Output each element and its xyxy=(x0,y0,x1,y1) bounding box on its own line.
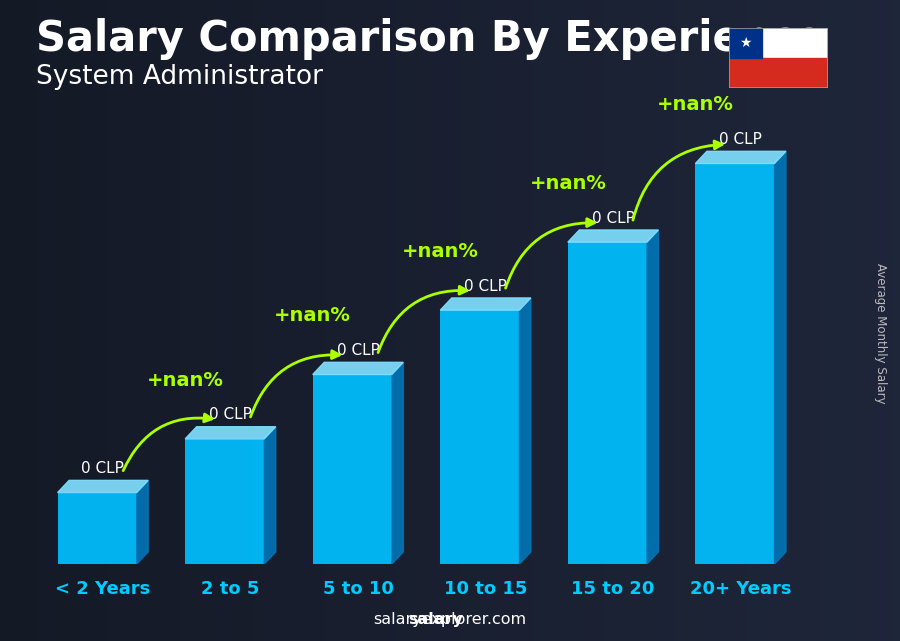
Polygon shape xyxy=(58,480,148,492)
Polygon shape xyxy=(568,230,659,242)
Bar xyxy=(58,492,137,564)
Text: 0 CLP: 0 CLP xyxy=(209,408,252,422)
Polygon shape xyxy=(392,362,403,564)
Text: 0 CLP: 0 CLP xyxy=(337,343,380,358)
Polygon shape xyxy=(696,151,786,163)
Text: 2 to 5: 2 to 5 xyxy=(202,580,259,598)
Text: 10 to 15: 10 to 15 xyxy=(444,580,527,598)
Text: 5 to 10: 5 to 10 xyxy=(322,580,393,598)
Text: +nan%: +nan% xyxy=(529,174,607,193)
Text: < 2 Years: < 2 Years xyxy=(55,580,150,598)
Bar xyxy=(312,374,392,564)
Text: 0 CLP: 0 CLP xyxy=(464,279,507,294)
Text: +nan%: +nan% xyxy=(274,306,351,325)
Text: 20+ Years: 20+ Years xyxy=(690,580,791,598)
Bar xyxy=(440,310,519,564)
Text: salaryexplorer.com: salaryexplorer.com xyxy=(374,612,526,627)
Bar xyxy=(729,28,828,58)
Polygon shape xyxy=(647,230,659,564)
Text: +nan%: +nan% xyxy=(402,242,479,261)
Polygon shape xyxy=(312,362,403,374)
Text: +nan%: +nan% xyxy=(657,95,734,114)
Text: +nan%: +nan% xyxy=(147,370,223,390)
Polygon shape xyxy=(440,298,531,310)
Text: Salary Comparison By Experience: Salary Comparison By Experience xyxy=(36,18,824,60)
Polygon shape xyxy=(519,298,531,564)
Text: 0 CLP: 0 CLP xyxy=(82,461,124,476)
Polygon shape xyxy=(265,427,275,564)
Text: 0 CLP: 0 CLP xyxy=(719,132,762,147)
Text: System Administrator: System Administrator xyxy=(36,64,323,90)
Text: ★: ★ xyxy=(739,36,752,50)
Text: salary: salary xyxy=(409,612,463,627)
Text: Average Monthly Salary: Average Monthly Salary xyxy=(874,263,886,404)
Bar xyxy=(185,439,265,564)
Text: 15 to 20: 15 to 20 xyxy=(572,580,655,598)
Bar xyxy=(729,58,828,88)
Bar xyxy=(696,163,775,564)
Bar xyxy=(568,242,647,564)
Polygon shape xyxy=(137,480,148,564)
Polygon shape xyxy=(775,151,786,564)
Bar xyxy=(729,28,762,58)
Polygon shape xyxy=(185,427,275,439)
Text: 0 CLP: 0 CLP xyxy=(591,211,634,226)
